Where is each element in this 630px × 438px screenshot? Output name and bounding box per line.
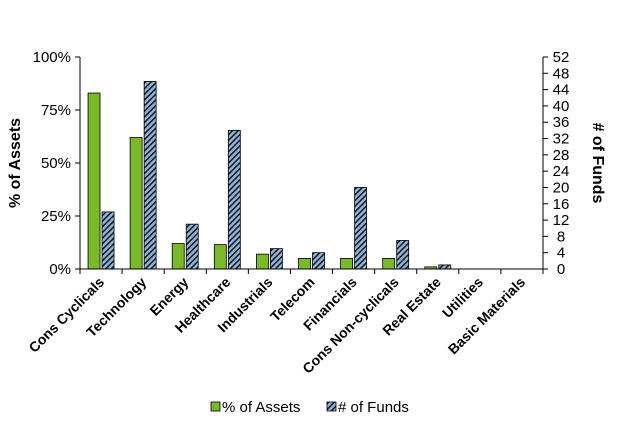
- bar-assets: [298, 257, 311, 270]
- bar-funds: [354, 187, 367, 270]
- bar-funds: [438, 264, 452, 270]
- bar-funds: [185, 223, 199, 270]
- right-tick-label: 24: [553, 163, 570, 180]
- right-tick-label: 32: [553, 131, 570, 148]
- bar-assets: [213, 244, 227, 270]
- right-tick-label: 8: [557, 228, 565, 245]
- legend-label-assets: % of Assets: [222, 399, 300, 416]
- bar-funds: [396, 240, 410, 270]
- bar-assets: [256, 253, 269, 270]
- left-tick-label: 0%: [49, 261, 71, 278]
- left-tick-label: 100%: [33, 49, 71, 66]
- legend-swatch-funds: [326, 401, 337, 412]
- legend-label-funds: # of Funds: [338, 399, 409, 416]
- bar-funds: [312, 252, 325, 270]
- bar-assets: [129, 137, 143, 270]
- legend-swatch-assets: [210, 401, 221, 412]
- bar-assets: [382, 257, 396, 270]
- right-axis-title: # of Funds: [589, 123, 606, 204]
- bars-group: [87, 81, 452, 270]
- legend: % of Assets # of Funds: [210, 399, 409, 416]
- right-tick-label: 20: [553, 179, 570, 196]
- right-tick-label: 36: [553, 114, 570, 131]
- bar-assets: [340, 257, 353, 270]
- right-tick-label: 4: [557, 245, 565, 262]
- axes-group: [79, 57, 544, 274]
- left-axis-title: % of Assets: [7, 118, 24, 208]
- left-tick-label: 50%: [41, 155, 71, 172]
- bar-funds: [143, 81, 157, 270]
- right-tick-label: 12: [553, 212, 570, 229]
- bar-funds: [227, 129, 241, 270]
- right-tick-label: 48: [553, 65, 570, 82]
- right-tick-label: 16: [553, 196, 570, 213]
- bar-funds: [270, 248, 283, 270]
- right-tick-label: 0: [557, 261, 565, 278]
- bar-assets: [171, 243, 185, 270]
- right-tick-label: 40: [553, 98, 570, 115]
- right-tick-label: 28: [553, 147, 570, 164]
- right-tick-label: 44: [553, 82, 570, 99]
- bar-assets: [87, 92, 101, 270]
- bar-funds: [101, 211, 115, 270]
- category-label: Basic Materials: [445, 274, 529, 358]
- left-tick-label: 75%: [41, 102, 71, 119]
- category-labels: Cons CyclicalsTechnologyEnergyHealthcare…: [25, 274, 528, 377]
- category-label: Cons Cyclicals: [25, 274, 107, 356]
- right-tick-label: 52: [553, 49, 570, 66]
- left-axis-ticks: 0% 25% 50% 75% 100%: [33, 49, 80, 278]
- left-tick-label: 25%: [41, 208, 71, 225]
